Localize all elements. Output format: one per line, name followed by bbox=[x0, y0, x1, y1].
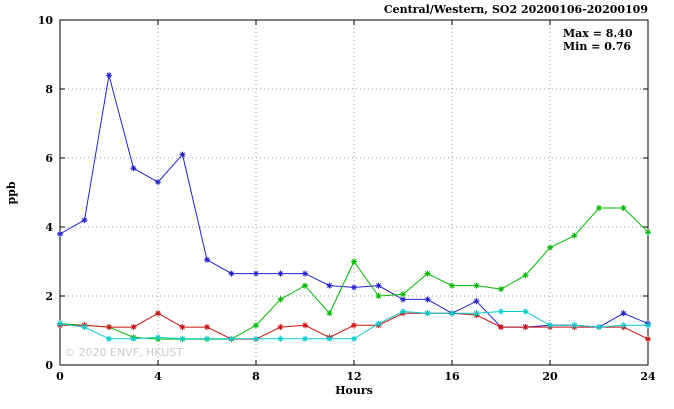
series-markers-blue bbox=[57, 72, 651, 331]
series-line-green bbox=[59, 207, 649, 340]
y-tick-label: 10 bbox=[38, 14, 54, 27]
series-markers-cyan bbox=[57, 308, 651, 342]
x-tick-label: 24 bbox=[640, 370, 656, 383]
x-tick-label: 4 bbox=[154, 370, 162, 383]
x-tick-label: 8 bbox=[252, 370, 260, 383]
min-annotation: Min = 0.76 bbox=[563, 40, 631, 53]
x-tick-label: 12 bbox=[346, 370, 361, 383]
y-tick-label: 2 bbox=[45, 290, 53, 303]
max-annotation: Max = 8.40 bbox=[563, 27, 633, 40]
series-markers-green bbox=[57, 205, 651, 343]
y-tick-label: 8 bbox=[45, 83, 53, 96]
watermark: © 2020 ENVF, HKUST bbox=[64, 346, 183, 359]
chart-title: Central/Western, SO2 20200106-20200109 bbox=[384, 3, 648, 16]
y-tick-label: 0 bbox=[45, 359, 53, 372]
x-axis-label: Hours bbox=[335, 384, 373, 397]
y-tick-label: 4 bbox=[45, 221, 53, 234]
y-axis-label: ppb bbox=[5, 181, 18, 204]
x-tick-label: 0 bbox=[56, 370, 64, 383]
x-tick-label: 20 bbox=[542, 370, 558, 383]
y-tick-label: 6 bbox=[45, 152, 53, 165]
x-tick-label: 16 bbox=[444, 370, 460, 383]
